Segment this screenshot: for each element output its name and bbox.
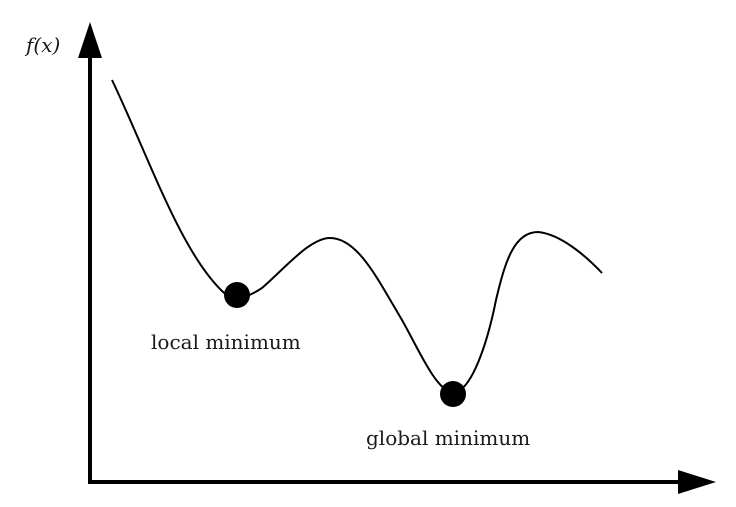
global-minimum-label: global minimum xyxy=(366,426,530,450)
global-minimum-point xyxy=(440,381,466,407)
x-axis-arrowhead xyxy=(678,470,716,494)
local-minimum-label: local minimum xyxy=(151,330,301,354)
local-minimum-point xyxy=(224,282,250,308)
y-axis-arrowhead xyxy=(78,22,102,58)
function-curve xyxy=(111,79,603,395)
y-axis-label: f(x) xyxy=(24,33,60,57)
